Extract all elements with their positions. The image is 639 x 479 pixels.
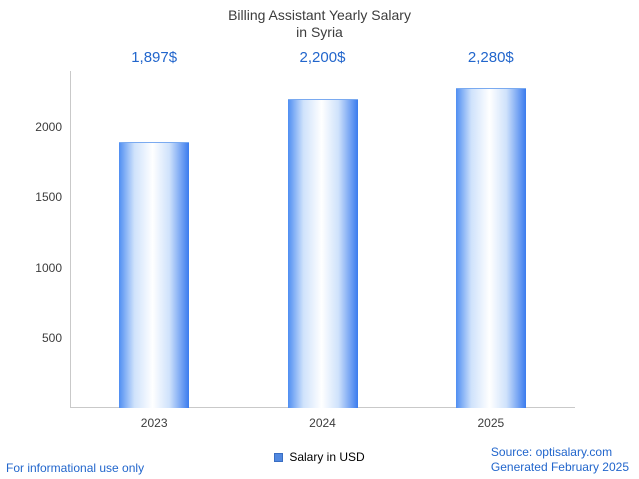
disclaimer-text: For informational use only [6,461,145,475]
bar-2023[interactable] [119,141,190,408]
y-axis-tick-label: 500 [41,330,62,345]
y-axis-tick-label: 1500 [35,190,62,205]
source-link[interactable]: Source: optisalary.com [490,445,613,459]
bar-value-label: 2,200$ [299,49,346,66]
x-axis-tick-label: 2025 [477,416,505,430]
source-attribution[interactable]: Source: optisalary.com Generated Februar… [491,445,629,475]
chart-title: Billing Assistant Yearly Salary [228,7,411,23]
legend-label: Salary in USD [289,450,365,464]
bar-2024[interactable] [287,99,358,408]
y-axis-tick-label: 2000 [35,120,62,135]
bar-value-label: 2,280$ [467,49,514,66]
x-axis-tick-label: 2023 [140,416,168,430]
y-axis-tick-label: 1000 [35,260,62,275]
x-axis-tick-label: 2024 [309,416,336,430]
bar-2025[interactable] [455,87,526,408]
bar-value-label: 1,897$ [131,49,178,66]
legend[interactable]: Salary in USD [0,450,639,464]
legend-swatch-icon [274,452,284,462]
chart-subtitle: in Syria [296,24,343,40]
generated-date: Generated February 2025 [490,460,629,474]
